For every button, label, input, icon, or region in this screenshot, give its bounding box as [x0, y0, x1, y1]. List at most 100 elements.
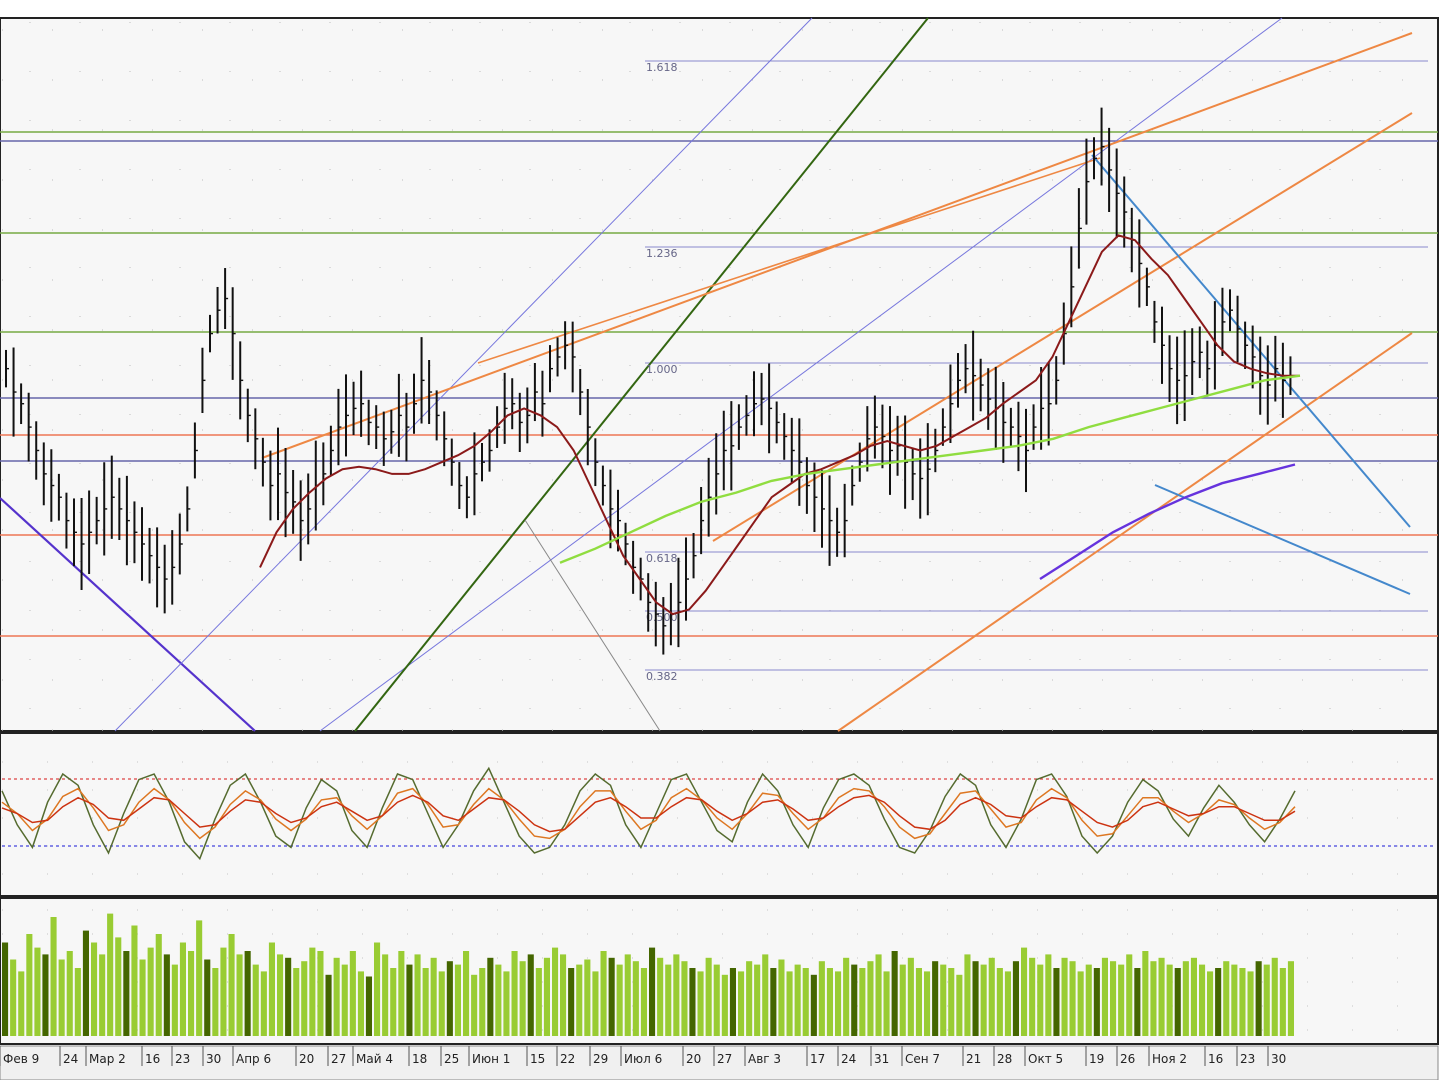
volume-bar	[1012, 961, 1019, 1036]
x-tick-label: Авг 3	[748, 1052, 781, 1066]
volume-bar	[543, 957, 550, 1036]
fibonacci-label: 1.618	[646, 61, 678, 74]
volume-bar	[560, 954, 567, 1036]
volume-bar	[924, 971, 931, 1036]
volume-bar	[1053, 968, 1060, 1036]
volume-bar	[988, 957, 995, 1036]
volume-bar	[252, 964, 259, 1036]
moving-average-line	[559, 374, 1301, 564]
volume-bar	[932, 961, 939, 1036]
x-tick-label: 21	[966, 1052, 981, 1066]
volume-bar	[1182, 961, 1189, 1036]
x-axis-strip	[0, 1045, 1439, 1081]
volume-bar	[915, 968, 922, 1036]
x-tick-label: Май 4	[356, 1052, 393, 1066]
fibonacci-label: 1.236	[646, 247, 678, 260]
volume-bar	[99, 954, 106, 1036]
volume-bar	[1085, 964, 1092, 1036]
volume-bar	[91, 942, 98, 1036]
volume-bar	[1134, 968, 1141, 1036]
x-tick-label: 26	[1120, 1052, 1135, 1066]
volume-bar	[1158, 957, 1165, 1036]
volume-bar	[584, 959, 591, 1036]
x-tick-label: 19	[1089, 1052, 1104, 1066]
volume-bar	[1037, 964, 1044, 1036]
volume-bar	[762, 954, 769, 1036]
volume-bar	[996, 968, 1003, 1036]
volume-bar	[835, 971, 842, 1036]
volume-bar	[1118, 964, 1125, 1036]
volume-bar	[1279, 968, 1286, 1036]
volume-bar	[754, 964, 761, 1036]
volume-bar	[794, 964, 801, 1036]
x-tick-label: Апр 6	[236, 1052, 271, 1066]
oscillator-line	[1, 766, 1296, 861]
x-tick-label: 31	[874, 1052, 889, 1066]
volume-bar	[1126, 954, 1133, 1036]
volume-bar	[277, 954, 284, 1036]
volume-bar	[66, 951, 73, 1036]
volume-bar	[414, 954, 421, 1036]
volume-bar	[1045, 954, 1052, 1036]
volume-bar	[374, 942, 381, 1036]
x-tick-label: 27	[717, 1052, 732, 1066]
volume-bar	[875, 954, 882, 1036]
volume-bar	[899, 964, 906, 1036]
volume-bar	[689, 968, 696, 1036]
volume-bar	[1004, 971, 1011, 1036]
volume-bar	[956, 974, 963, 1036]
volume-bar	[349, 951, 356, 1036]
volume-bar	[697, 971, 704, 1036]
volume-bar	[1287, 961, 1294, 1036]
volume-bar	[891, 951, 898, 1036]
volume-bar	[123, 951, 130, 1036]
volume-bar	[18, 971, 25, 1036]
volume-bar	[1174, 968, 1181, 1036]
volume-bar	[600, 951, 607, 1036]
x-tick-label: 30	[1271, 1052, 1286, 1066]
volume-bar	[446, 961, 453, 1036]
x-tick-label: 22	[560, 1052, 575, 1066]
volume-bar	[519, 961, 526, 1036]
volume-bar	[527, 954, 534, 1036]
volume-bar	[1271, 957, 1278, 1036]
volume-bar	[721, 974, 728, 1036]
volume-bar	[139, 959, 146, 1036]
x-tick-label: Окт 5	[1028, 1052, 1063, 1066]
x-tick-label: 15	[530, 1052, 545, 1066]
x-tick-label: 23	[175, 1052, 190, 1066]
volume-bar	[495, 964, 502, 1036]
volume-bar	[50, 917, 57, 1036]
volume-bar	[1263, 964, 1270, 1036]
volume-bar	[624, 954, 631, 1036]
trend-line	[1091, 154, 1411, 528]
volume-bar	[10, 959, 17, 1036]
x-tick-label: 23	[1240, 1052, 1255, 1066]
volume-bar	[592, 971, 599, 1036]
volume-bar	[163, 954, 170, 1036]
fibonacci-labels: 1.618 1.236 1.000 0.618 0.500 0.382	[646, 61, 678, 683]
volume-bar	[107, 913, 114, 1036]
volume-bar	[422, 968, 429, 1036]
volume-bar	[632, 961, 639, 1036]
volume-bar	[1239, 968, 1246, 1036]
volume-bar	[382, 954, 389, 1036]
volume-bar	[568, 968, 575, 1036]
volume-bar	[511, 951, 518, 1036]
volume-bar	[1101, 957, 1108, 1036]
volume-bar	[293, 968, 300, 1036]
volume-bar	[1207, 971, 1214, 1036]
volume-bar	[325, 974, 332, 1036]
volume-bar	[738, 971, 745, 1036]
volume-bar	[972, 961, 979, 1036]
volume-bar	[430, 957, 437, 1036]
volume-bar	[268, 942, 275, 1036]
volume-bar	[341, 964, 348, 1036]
volume-bar	[729, 968, 736, 1036]
trend-line	[114, 17, 813, 732]
volume-bar	[1069, 961, 1076, 1036]
fibonacci-label: 0.618	[646, 552, 678, 565]
volume-bar	[471, 974, 478, 1036]
volume-bar	[438, 971, 445, 1036]
